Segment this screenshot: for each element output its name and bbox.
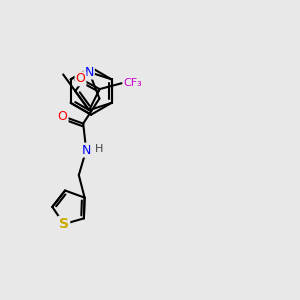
Text: H: H xyxy=(94,144,103,154)
Text: N: N xyxy=(84,66,94,79)
Text: S: S xyxy=(59,217,69,231)
Text: CF₃: CF₃ xyxy=(123,78,142,88)
Text: O: O xyxy=(76,72,85,85)
Text: O: O xyxy=(58,110,68,123)
Text: N: N xyxy=(82,144,91,157)
